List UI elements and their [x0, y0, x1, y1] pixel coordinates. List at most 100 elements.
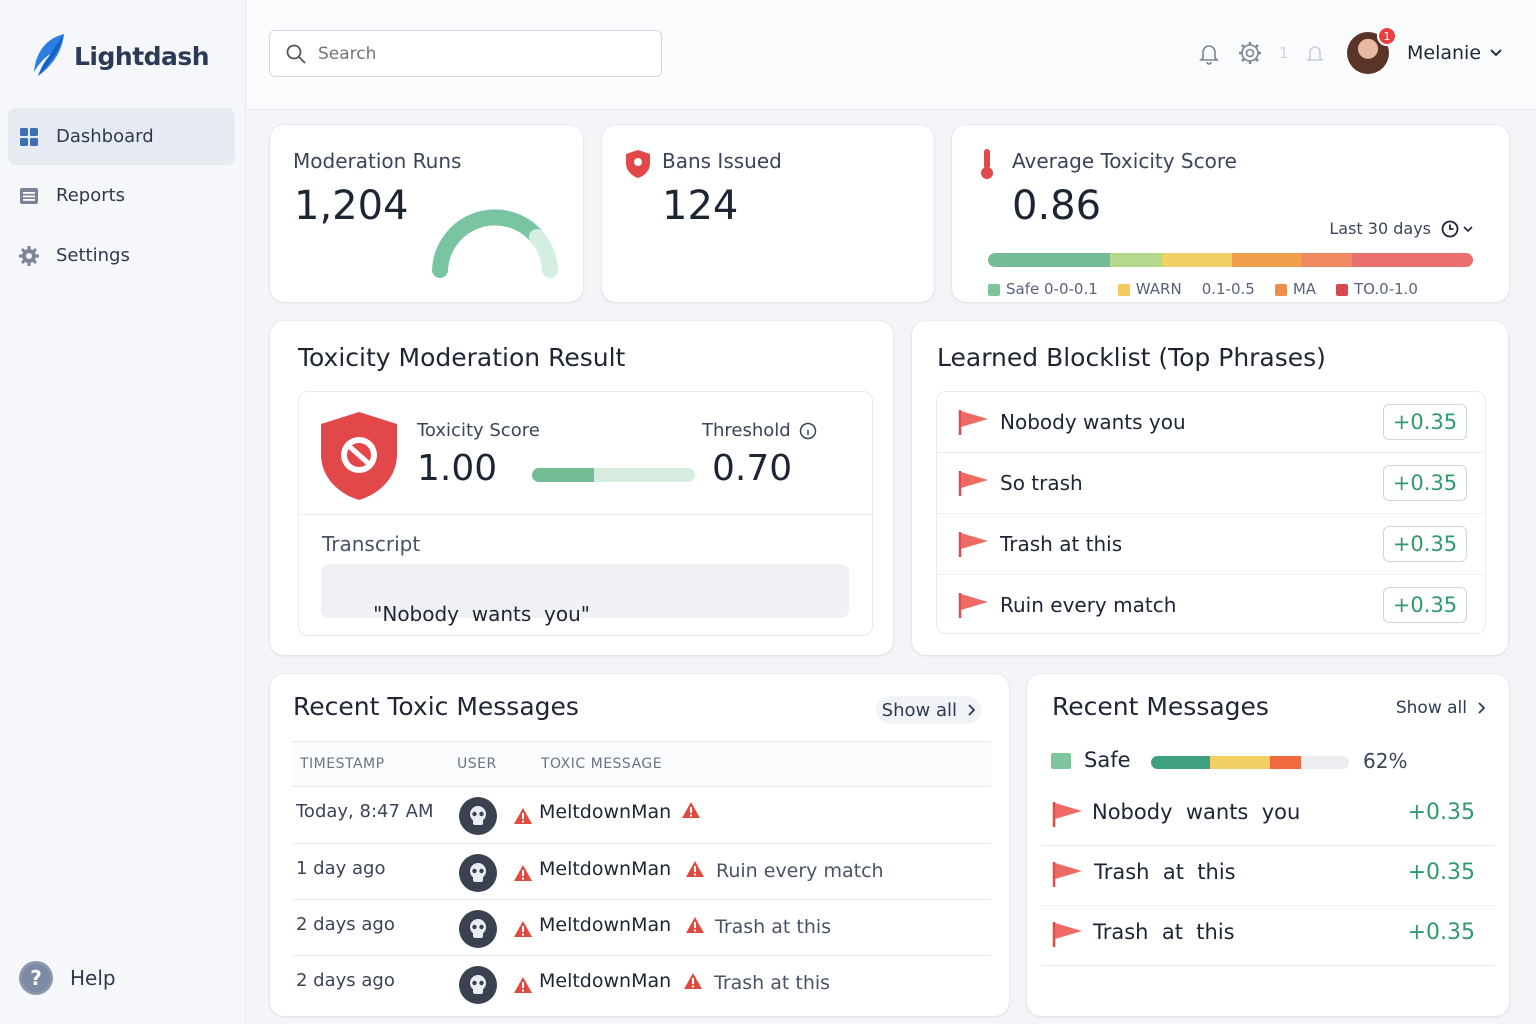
table-row[interactable]: Today, 8:47 AM MeltdownMan	[292, 787, 991, 844]
date-range-label: Last 30 days	[1329, 219, 1431, 238]
red-flag-icon	[958, 410, 988, 435]
user-menu[interactable]: 1 Melanie	[1347, 26, 1503, 74]
legend-item: 0.1-0.5	[1201, 280, 1255, 298]
table-header: TIMESTAMP USER TOXIC MESSAGE	[292, 741, 991, 787]
sidebar-item-reports[interactable]: Reports	[8, 167, 235, 224]
list-item[interactable]: Trash at this +0.35	[1041, 846, 1495, 906]
warning-icon	[514, 865, 532, 881]
thermometer-icon	[981, 149, 993, 179]
search-icon	[286, 44, 306, 64]
sidebar-item-settings[interactable]: Settings	[8, 227, 235, 284]
app-name: Lightdash	[74, 41, 210, 71]
list-item[interactable]: Nobody wants you +0.35	[937, 392, 1485, 453]
row-message: Ruin every match	[716, 860, 884, 882]
phrase: Trash at this	[1000, 532, 1123, 556]
skull-avatar-icon	[459, 910, 497, 948]
app-logo[interactable]: Lightdash	[30, 32, 210, 80]
column-header: TOXIC MESSAGE	[541, 756, 663, 772]
list-item[interactable]: Nobody wants you +0.35	[1041, 786, 1495, 846]
stat-value: 1,204	[294, 183, 409, 229]
avatar[interactable]: 1	[1347, 26, 1397, 74]
date-range-selector[interactable]: Last 30 days	[1329, 219, 1473, 238]
row-user[interactable]: MeltdownMan	[539, 970, 672, 992]
help-link[interactable]: ? Help	[18, 960, 116, 996]
stat-title: Average Toxicity Score	[1012, 149, 1237, 173]
row-user[interactable]: MeltdownMan	[539, 914, 672, 936]
list-item[interactable]: Trash at this +0.35	[937, 514, 1485, 575]
table-row[interactable]: 2 days ago MeltdownMan Trash at this	[292, 900, 991, 956]
row-timestamp: Today, 8:47 AM	[296, 801, 434, 822]
skull-avatar-icon	[459, 966, 497, 1004]
muted-count: 1	[1279, 44, 1289, 62]
phrase: Nobody wants you	[1092, 800, 1301, 824]
red-flag-icon	[1052, 802, 1082, 827]
table-row[interactable]: 2 days ago MeltdownMan Trash at this	[292, 956, 991, 1012]
section-title: Recent Toxic Messages	[293, 692, 579, 721]
legend-item: MA	[1274, 280, 1316, 298]
list-item[interactable]: Trash at this +0.35	[1041, 906, 1495, 966]
average-toxicity-card: Average Toxicity Score 0.86 Last 30 days…	[952, 125, 1509, 302]
phrase: Ruin every match	[1000, 593, 1177, 617]
stat-value: 0.86	[1012, 183, 1102, 229]
red-flag-icon	[1052, 862, 1082, 887]
chevron-right-icon	[1478, 702, 1485, 714]
threshold-value: 0.70	[712, 448, 793, 489]
chevron-down-icon	[1490, 49, 1502, 57]
phrase: Trash at this	[1093, 920, 1235, 944]
gear-icon[interactable]	[1237, 40, 1263, 66]
bell-muted-icon[interactable]	[1305, 42, 1325, 64]
score-label: Toxicity Score	[417, 420, 540, 441]
legend-item: TO.0-1.0	[1336, 280, 1418, 298]
legend-item: WARN	[1117, 280, 1182, 298]
warning-icon	[514, 977, 532, 993]
red-flag-icon	[958, 471, 988, 496]
user-name: Melanie	[1407, 42, 1482, 64]
gauge-chart	[432, 209, 558, 278]
warning-icon	[514, 921, 532, 937]
stat-value: 124	[662, 183, 739, 229]
score-badge: +0.35	[1383, 404, 1467, 440]
red-flag-icon	[958, 593, 988, 618]
sidebar: Lightdash Dashboard Reports Settings ? H…	[0, 0, 246, 1024]
show-all-link[interactable]: Show all	[1396, 698, 1485, 718]
moderation-result-card: Toxicity Moderation Result Toxicity Scor…	[270, 321, 893, 655]
score-threshold-bar	[532, 468, 695, 482]
section-title: Toxicity Moderation Result	[298, 343, 626, 372]
transcript-label: Transcript	[322, 532, 421, 556]
row-user[interactable]: MeltdownMan	[539, 858, 672, 880]
warning-icon	[682, 802, 700, 818]
search-box[interactable]	[269, 30, 662, 77]
warning-icon	[684, 973, 702, 989]
search-input[interactable]	[318, 43, 638, 64]
list-item[interactable]: Ruin every match +0.35	[937, 575, 1485, 635]
safe-ratio-bar	[1151, 756, 1349, 769]
ban-shield-icon	[321, 412, 397, 500]
question-circle-icon: ?	[19, 961, 53, 995]
gear-icon	[18, 245, 40, 267]
clock-icon	[1441, 220, 1459, 237]
bell-icon[interactable]	[1197, 41, 1221, 65]
score-badge: +0.35	[1383, 465, 1467, 501]
row-timestamp: 1 day ago	[296, 858, 386, 879]
row-message: Trash at this	[715, 916, 832, 938]
show-all-link[interactable]: Show all	[875, 696, 981, 724]
row-timestamp: 2 days ago	[296, 914, 395, 935]
blocklist-card: Learned Blocklist (Top Phrases) Nobody w…	[912, 321, 1508, 655]
transcript-text: "Nobody wants you"	[373, 602, 590, 626]
table-row[interactable]: 1 day ago MeltdownMan Ruin every match	[292, 844, 991, 900]
phrase: Nobody wants you	[1000, 410, 1186, 434]
chevron-right-icon	[968, 704, 975, 716]
phrase: So trash	[1000, 471, 1083, 495]
bans-issued-card: Bans Issued 124	[602, 125, 934, 302]
show-all-label: Show all	[1395, 698, 1467, 718]
row-user[interactable]: MeltdownMan	[539, 801, 672, 823]
list-item[interactable]: So trash +0.35	[937, 453, 1485, 514]
score: +0.35	[1407, 860, 1475, 885]
sidebar-item-dashboard[interactable]: Dashboard	[8, 108, 235, 165]
info-icon[interactable]	[799, 422, 817, 440]
result-panel: Toxicity Score 1.00 Threshold 0.70 Trans…	[298, 391, 873, 636]
stat-title: Bans Issued	[662, 149, 782, 173]
help-label: Help	[70, 966, 116, 990]
stat-title: Moderation Runs	[293, 149, 462, 173]
score-value: 1.00	[417, 448, 498, 489]
